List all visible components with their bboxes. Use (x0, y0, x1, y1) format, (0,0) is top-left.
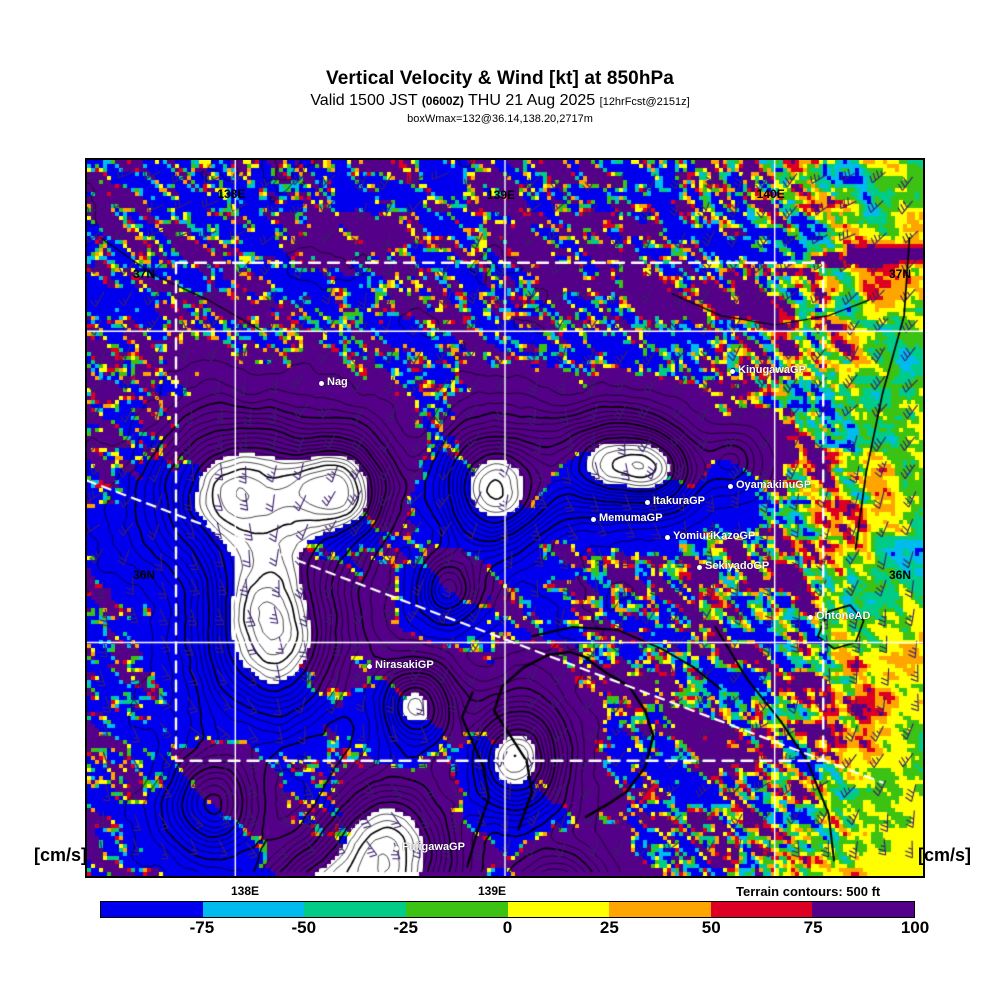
valid-utc: (0600Z) (421, 94, 464, 108)
lat-tick-37n-left: 37N (133, 267, 156, 281)
station-label-KinugawaGP: KinugawaGP (738, 364, 806, 376)
colorbar-tick--50: -50 (291, 918, 317, 937)
colorbar-tick-25: 25 (599, 918, 619, 937)
colorbar-tick-100: 100 (900, 918, 930, 937)
lat-tick-36n-left: 36N (133, 568, 156, 582)
station-marker-FujigawaGP[interactable] (394, 846, 399, 851)
station-label-MemumaGP: MemumaGP (599, 512, 663, 524)
lon-tick-138e-bottom: 138E (231, 884, 260, 898)
colorbar-tick--25: -25 (393, 918, 418, 937)
colorbar-tick--75: -75 (189, 918, 215, 937)
colorbar-tick-labels: -75 -50 -25 0 25 50 75 100 (100, 918, 930, 944)
lon-tick-140e-top: 140E (756, 187, 785, 201)
station-label-ItakuraGP: ItakuraGP (653, 495, 705, 507)
lat-tick-37n-right: 37N (889, 267, 912, 281)
colorbar-segment-4 (507, 902, 610, 917)
terrain-contour-note: Terrain contours: 500 ft (736, 884, 881, 899)
colorbar-tick-0: 0 (502, 918, 513, 937)
colorbar-segment-7 (812, 902, 914, 917)
station-marker-OyamakinuGP[interactable] (728, 484, 733, 489)
unit-label-left: [cm/s] (34, 845, 88, 865)
station-label-Nag: Nag (327, 376, 348, 388)
lon-tick-138e-top: 138E (217, 187, 246, 201)
boxwmax-line: boxWmax=132@36.14,138.20,2717m (407, 113, 593, 125)
station-marker-ItakuraGP[interactable] (645, 500, 650, 505)
colorbar-tick-50: 50 (701, 918, 721, 937)
lat-tick-36n-right: 36N (889, 568, 912, 582)
page-title: Vertical Velocity & Wind [kt] at 850hPa (326, 68, 674, 89)
colorbar-segment-1 (202, 902, 305, 917)
station-marker-SekiyadoGP[interactable] (697, 565, 702, 570)
colorbar-tick-75: 75 (803, 918, 823, 937)
valid-prefix: Valid 1500 JST (310, 92, 418, 109)
station-label-FujigawaGP: FujigawaGP (402, 841, 465, 853)
station-label-OhtoneAD: OhtoneAD (816, 610, 871, 622)
valid-time-line: Valid 1500 JST (0600Z) THU 21 Aug 2025 [… (0, 91, 1000, 112)
station-label-SekiyadoGP: SekiyadoGP (705, 560, 770, 572)
station-marker-KinugawaGP[interactable] (730, 369, 735, 374)
station-marker-YomiuriKazoGP[interactable] (665, 535, 670, 540)
unit-label-right: [cm/s] (918, 845, 972, 865)
station-label-NirasakiGP: NirasakiGP (375, 659, 434, 671)
lon-tick-139e-top: 139E (487, 188, 516, 202)
colorbar[interactable] (100, 901, 915, 918)
colorbar-segment-3 (405, 902, 508, 917)
station-marker-Nag[interactable] (319, 381, 324, 386)
station-marker-OhtoneAD[interactable] (808, 615, 813, 620)
valid-date: THU 21 Aug 2025 (467, 92, 596, 109)
title-block: Vertical Velocity & Wind [kt] at 850hPa … (0, 68, 1000, 126)
colorbar-segment-5 (609, 902, 711, 917)
lon-tick-139e-bottom: 139E (478, 884, 507, 898)
colorbar-segment-2 (304, 902, 406, 917)
station-label-OyamakinuGP: OyamakinuGP (736, 479, 812, 491)
station-marker-MemumaGP[interactable] (591, 517, 596, 522)
forecast-tag: [12hrFcst@2151z] (599, 96, 690, 108)
colorbar-segment-0 (101, 902, 203, 917)
colorbar-segment-6 (710, 902, 813, 917)
station-label-YomiuriKazoGP: YomiuriKazoGP (673, 530, 756, 542)
map-plot-area[interactable] (85, 158, 925, 878)
station-marker-NirasakiGP[interactable] (367, 664, 372, 669)
vertical-velocity-field (87, 160, 923, 876)
